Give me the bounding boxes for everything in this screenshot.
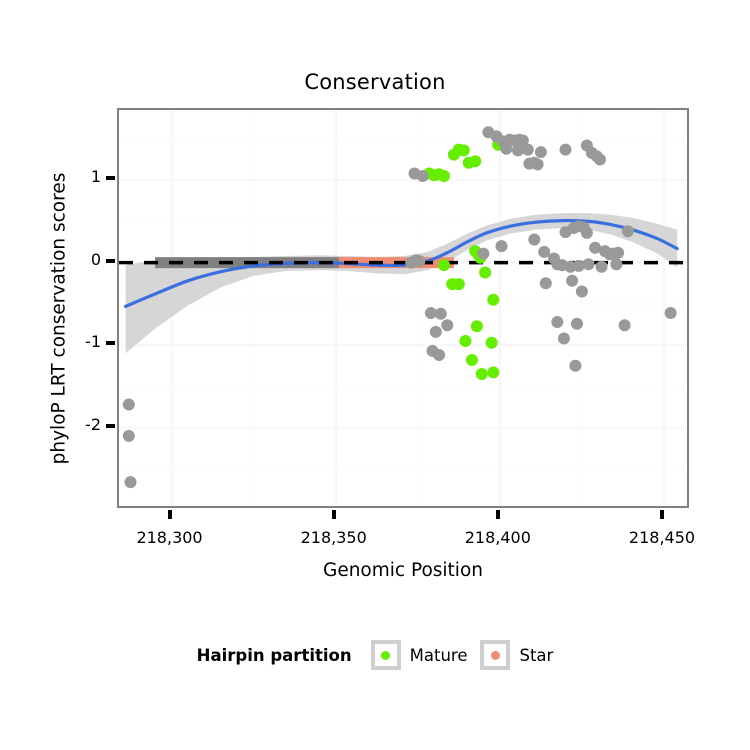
data-point-mature <box>438 259 450 272</box>
data-point-other <box>531 158 544 171</box>
legend-label: Star <box>519 645 554 665</box>
data-point-other <box>589 241 602 254</box>
y-tick-label: -1 <box>85 332 101 352</box>
x-tick-label: 218,400 <box>464 528 531 547</box>
data-point-mature <box>469 155 482 168</box>
data-point-mature <box>452 278 465 291</box>
data-point-other <box>534 146 547 159</box>
data-point-other <box>539 277 552 290</box>
data-point-other <box>580 226 593 239</box>
data-point-other <box>569 359 582 372</box>
data-point-other <box>557 332 570 345</box>
y-tick-mark <box>106 258 115 263</box>
chart-title: Conservation <box>304 70 446 94</box>
data-point-mature <box>479 266 492 279</box>
data-point-other <box>571 317 583 330</box>
trend-line <box>124 218 679 308</box>
data-point-other <box>594 153 606 166</box>
data-point-other <box>122 398 135 411</box>
data-point-mature <box>459 335 472 347</box>
data-point-other <box>572 259 585 272</box>
y-tick-label: 0 <box>90 249 101 269</box>
data-point-mature <box>470 320 483 333</box>
legend-items: Mature Star <box>370 640 553 670</box>
data-point-other <box>511 144 524 157</box>
data-point-other <box>495 240 508 253</box>
data-point-other <box>528 233 541 246</box>
y-tick-mark <box>106 176 115 181</box>
legend-key-swatch <box>370 640 401 670</box>
data-point-mature <box>487 293 500 306</box>
data-point-mature <box>475 368 488 380</box>
legend-item-mature[interactable]: Mature <box>370 640 468 670</box>
legend-dot-icon <box>381 650 391 660</box>
legend-dot-icon <box>490 650 500 660</box>
data-point-other <box>124 476 137 489</box>
data-point-other <box>582 258 595 271</box>
data-point-other <box>516 134 529 147</box>
data-point-other <box>595 260 608 273</box>
data-point-other <box>500 142 513 155</box>
data-point-other <box>538 245 551 258</box>
x-tick-label: 218,350 <box>300 528 367 547</box>
y-tick-mark <box>106 341 115 346</box>
data-point-other <box>429 325 442 338</box>
data-point-mature <box>457 144 470 157</box>
y-tick-mark <box>106 423 115 428</box>
data-point-other <box>434 307 447 320</box>
legend-item-star[interactable]: Star <box>480 640 553 670</box>
data-point-other <box>441 319 454 332</box>
x-tick-mark <box>495 510 500 519</box>
data-point-mature <box>438 170 450 182</box>
data-point-other <box>413 255 426 267</box>
data-point-other <box>559 143 572 156</box>
data-point-other <box>566 274 579 287</box>
confidence-band <box>125 213 678 354</box>
data-point-other <box>122 429 135 442</box>
data-point-mature <box>487 366 500 379</box>
data-point-other <box>521 143 534 156</box>
y-tick-label: -2 <box>85 414 101 434</box>
chart-legend: Hairpin partition Mature Star <box>0 640 750 670</box>
data-point-other <box>433 349 446 361</box>
x-axis-title: Genomic Position <box>322 560 483 581</box>
data-point-other <box>575 285 588 298</box>
data-point-other <box>664 307 677 319</box>
x-tick-label: 218,450 <box>628 528 696 547</box>
data-point-mature <box>485 336 498 349</box>
scatter-plot-svg <box>119 110 687 506</box>
x-tick-label: 218,300 <box>136 528 203 547</box>
x-tick-mark <box>660 510 665 519</box>
plot-panel <box>117 108 689 508</box>
data-point-other <box>612 246 625 259</box>
data-point-other <box>416 170 429 182</box>
data-point-other <box>618 319 631 332</box>
x-tick-mark <box>167 510 172 519</box>
y-tick-label: 1 <box>90 167 101 187</box>
data-point-other <box>424 307 437 319</box>
legend-label: Mature <box>409 645 468 665</box>
data-point-other <box>610 258 623 271</box>
data-point-other <box>551 316 564 328</box>
data-point-other <box>621 225 634 238</box>
legend-key-swatch <box>480 640 511 670</box>
data-point-mature <box>465 354 478 366</box>
legend-title: Hairpin partition <box>196 645 352 665</box>
x-tick-mark <box>331 510 336 519</box>
data-point-other <box>477 247 490 260</box>
